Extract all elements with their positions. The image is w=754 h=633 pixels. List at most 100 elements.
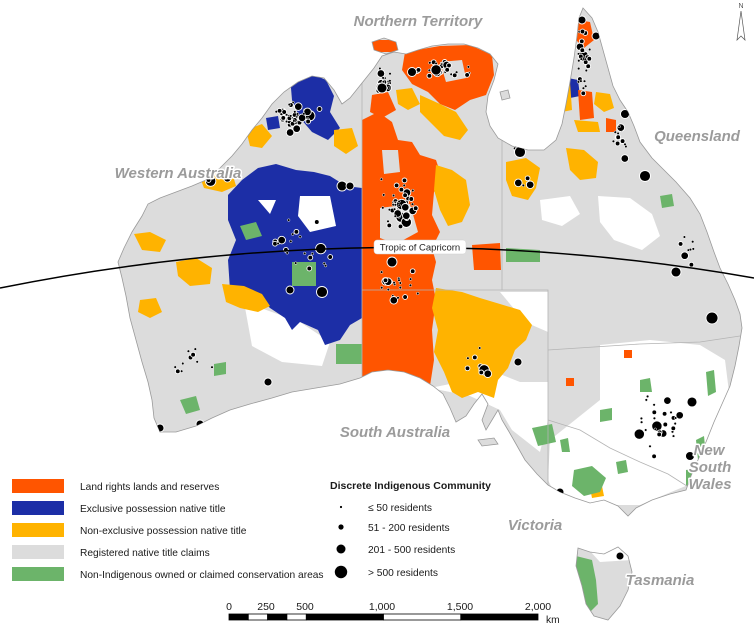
unclaimed-area: [258, 200, 276, 214]
community-marker: [483, 369, 493, 378]
community-marker: [393, 182, 400, 189]
community-marker: [670, 266, 682, 278]
community-marker: [218, 174, 222, 178]
conservation-area: [640, 378, 652, 392]
community-marker: [669, 410, 673, 414]
community-marker: [397, 203, 401, 207]
legend-marker-tiny: [339, 505, 343, 509]
community-marker: [620, 109, 630, 119]
unclaimed-area: [244, 302, 330, 366]
community-marker: [389, 296, 399, 305]
community-marker: [514, 146, 526, 158]
community-marker: [471, 354, 478, 361]
land-rights-area: [472, 243, 501, 270]
non-exclusive-title-area: [420, 95, 468, 140]
community-marker: [427, 68, 431, 72]
conservation-area: [616, 460, 628, 474]
community-marker: [466, 65, 470, 69]
community-marker: [608, 13, 618, 23]
land-category-legend: Land rights lands and reserves Exclusive…: [12, 479, 324, 581]
community-marker: [521, 183, 525, 187]
community-marker: [686, 396, 698, 408]
exclusive-title-area: [266, 116, 280, 130]
community-marker: [619, 138, 626, 144]
community-marker: [555, 487, 565, 497]
community-marker: [195, 360, 199, 364]
scale-segment: [267, 613, 288, 621]
community-marker: [614, 140, 621, 147]
scale-tick-1500: 1,500: [447, 601, 473, 613]
community-marker: [583, 57, 587, 61]
community-marker: [409, 277, 413, 281]
community-marker: [402, 294, 408, 300]
label-western-australia: Western Australia: [115, 165, 242, 182]
scale-segment: [247, 613, 269, 621]
community-marker: [195, 419, 205, 429]
community-marker: [173, 365, 177, 369]
label-queensland: Queensland: [654, 128, 741, 145]
community-marker: [584, 84, 588, 88]
legend-label-land-rights: Land rights lands and reserves: [80, 482, 219, 493]
community-marker: [524, 175, 531, 182]
community-marker: [280, 115, 287, 121]
community-marker: [379, 177, 383, 181]
unclaimed-land: [244, 196, 730, 562]
community-marker: [577, 67, 581, 71]
community-marker: [451, 72, 458, 79]
community-marker: [303, 251, 307, 255]
community-marker: [303, 107, 312, 117]
community-marker: [276, 107, 283, 114]
community-marker: [464, 365, 471, 372]
non-exclusive-title-area: [138, 298, 162, 318]
conservation-area: [706, 370, 716, 396]
legend-swatch-non-exclusive-title: [12, 523, 64, 537]
community-marker: [615, 551, 625, 561]
community-marker: [289, 114, 293, 118]
community-marker: [674, 416, 678, 420]
community-marker: [322, 261, 326, 266]
community-marker: [193, 347, 197, 351]
community-marker: [691, 240, 695, 244]
community-marker: [677, 241, 684, 247]
community-marker: [313, 219, 320, 225]
community-marker: [673, 422, 677, 426]
community-marker: [380, 270, 384, 274]
legend-item-conservation-areas: Non-Indigenous owned or claimed conserva…: [12, 567, 324, 581]
community-marker: [392, 193, 396, 198]
community-marker: [289, 239, 293, 243]
community-marker: [393, 203, 397, 207]
community-marker: [292, 124, 301, 133]
community-marker: [525, 180, 535, 190]
community-marker: [578, 38, 585, 45]
community-marker: [277, 235, 286, 245]
community-marker: [652, 403, 656, 407]
label-new-south-wales-line1: New: [694, 442, 726, 459]
community-marker: [611, 139, 615, 143]
community-marker: [402, 183, 406, 187]
community-marker: [305, 118, 311, 125]
community-marker: [662, 421, 669, 428]
community-marker: [274, 110, 278, 114]
scale-tick-500: 500: [296, 601, 314, 613]
community-marker: [316, 286, 328, 298]
conservation-area: [292, 262, 316, 286]
community-marker: [181, 361, 185, 366]
community-marker: [316, 106, 323, 112]
community-marker: [579, 57, 583, 61]
non-exclusive-title-area: [176, 258, 212, 286]
conservation-area: [532, 424, 556, 446]
community-marker: [651, 409, 658, 416]
exclusive-title-area: [568, 78, 580, 98]
community-marker: [294, 102, 303, 111]
community-marker: [588, 47, 592, 52]
community-marker: [223, 174, 232, 183]
legend-marker-medium: [336, 544, 346, 554]
unclaimed-area: [540, 196, 580, 226]
community-marker: [478, 346, 482, 350]
land-rights-area: [566, 378, 574, 386]
community-marker: [186, 349, 190, 353]
label-south-australia: South Australia: [340, 424, 450, 441]
community-marker: [585, 63, 592, 70]
community-marker: [345, 181, 355, 191]
community-marker: [401, 203, 410, 212]
